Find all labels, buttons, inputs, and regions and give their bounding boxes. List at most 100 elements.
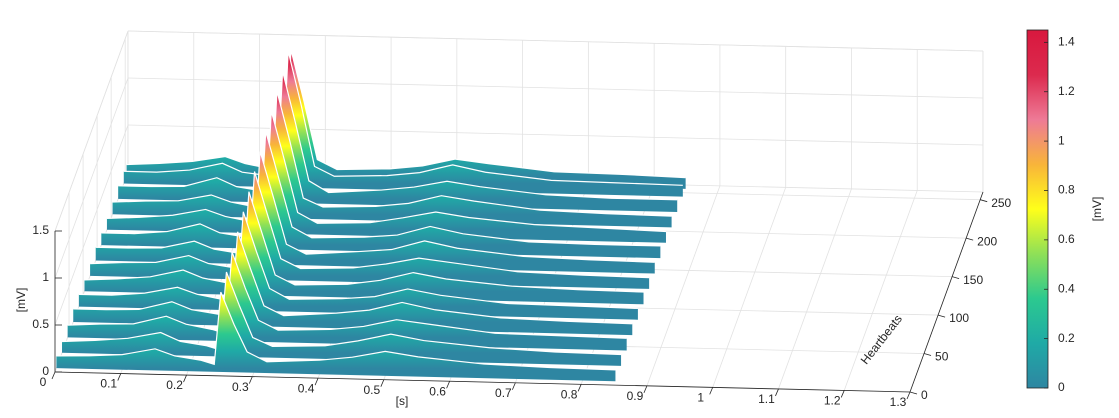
x-tick xyxy=(643,385,648,394)
heartbeat xyxy=(78,211,638,320)
heartbeat-line xyxy=(123,50,683,186)
colorbar-label: [mV] xyxy=(1090,197,1104,222)
grid-line xyxy=(54,77,129,279)
x-tick-label: 1 xyxy=(697,391,704,405)
colorbar-tick-label: 0.4 xyxy=(1058,281,1075,295)
colorbar-tick-label: 0 xyxy=(1058,380,1065,394)
x-axis-label: [s] xyxy=(396,394,409,408)
x-tick-label: 0.3 xyxy=(232,380,249,394)
x-tick xyxy=(183,374,187,383)
heartbeat-area xyxy=(112,91,672,228)
x-axis xyxy=(54,371,911,393)
x-tick xyxy=(709,387,714,395)
z-tick-label: 1 xyxy=(42,270,49,284)
x-tick-label: 0.6 xyxy=(429,384,446,398)
z-axis-label: [mV] xyxy=(14,288,28,313)
x-tick xyxy=(446,381,450,389)
heartbeat-area xyxy=(101,131,661,259)
heartbeat-area xyxy=(67,251,627,351)
heartbeat-area xyxy=(84,191,644,305)
heartbeat xyxy=(112,91,672,228)
y-tick-label: 0 xyxy=(921,388,928,402)
heartbeat-line xyxy=(106,111,667,233)
y-tick-label: 250 xyxy=(991,196,1011,210)
x-tick xyxy=(840,390,845,398)
grid-line xyxy=(127,124,984,146)
heartbeat-line xyxy=(126,49,686,179)
heartbeat xyxy=(73,231,633,336)
heartbeat-line xyxy=(73,231,633,325)
colorbar: 0 0.2 0.4 0.6 0.8 1 1.2 1.4 [mV] xyxy=(1026,29,1104,394)
heartbeat-area xyxy=(118,71,678,213)
heartbeat-area xyxy=(90,171,650,289)
x-tick-label: 0.4 xyxy=(298,381,315,395)
y-tick-label: 150 xyxy=(963,273,983,287)
x-tick xyxy=(248,376,253,384)
heartbeat xyxy=(106,111,667,243)
x-tick-label: 0.1 xyxy=(100,377,117,391)
heartbeat xyxy=(101,131,661,259)
wall-edge xyxy=(127,30,984,52)
heartbeat-line xyxy=(95,151,655,263)
heartbeat xyxy=(56,291,616,382)
z-tick-label: 1.5 xyxy=(32,223,49,237)
z-tick-label: 0.5 xyxy=(32,317,49,331)
x-tick xyxy=(51,371,56,380)
x-tick-label: 0.9 xyxy=(627,389,644,403)
x-tick xyxy=(906,391,911,400)
y-tick-label: 200 xyxy=(977,234,997,248)
x-tick-label: 0.7 xyxy=(495,386,512,400)
heartbeat-line xyxy=(112,91,672,217)
heartbeat-line xyxy=(78,211,638,310)
grid-line xyxy=(127,77,984,99)
grid-line xyxy=(712,187,787,388)
heartbeat-line xyxy=(101,131,661,247)
heartbeat-line xyxy=(67,251,627,339)
heartbeat xyxy=(67,251,627,351)
x-tick xyxy=(117,373,122,381)
heartbeat-line xyxy=(118,71,678,201)
y-tick xyxy=(966,237,974,241)
heartbeat-area xyxy=(73,231,633,336)
y-tick-label: 100 xyxy=(949,311,969,325)
x-tick-label: 0 xyxy=(40,375,47,389)
colorbar-scale xyxy=(1026,29,1049,389)
x-tick-label: 0.8 xyxy=(561,387,578,401)
colorbar-tick-label: 0.8 xyxy=(1058,183,1075,197)
colorbar-tick-label: 1 xyxy=(1058,133,1065,147)
heartbeat-area xyxy=(56,292,616,382)
x-tick xyxy=(775,388,779,397)
y-tick xyxy=(937,314,946,318)
x-tick xyxy=(512,382,516,390)
plot-area xyxy=(56,49,686,382)
heartbeat xyxy=(118,71,678,213)
x-tick xyxy=(380,379,385,387)
heartbeat-line xyxy=(84,191,644,293)
x-tick-label: 0.2 xyxy=(166,378,183,392)
heartbeat xyxy=(95,151,655,274)
y-tick-label: 50 xyxy=(935,350,949,364)
y-tick xyxy=(923,353,932,356)
heartbeat-line xyxy=(56,291,616,371)
heartbeat-area xyxy=(95,151,655,274)
grid-line xyxy=(646,185,721,386)
y-tick xyxy=(980,199,988,203)
y-axis xyxy=(909,191,984,393)
heartbeat xyxy=(123,50,683,197)
colorbar-tick-label: 1.4 xyxy=(1058,35,1075,49)
z-tick-label: 0 xyxy=(42,364,49,378)
x-tick xyxy=(314,377,319,386)
x-tick-label: 1.1 xyxy=(758,392,775,406)
wall-edge xyxy=(54,30,129,232)
x-tick-label: 1.3 xyxy=(890,395,907,409)
colorbar-tick-label: 1.2 xyxy=(1058,84,1075,98)
heartbeat-area xyxy=(106,111,666,243)
x-tick xyxy=(577,384,582,392)
y-tick xyxy=(909,391,918,395)
colorbar-tick-label: 0.6 xyxy=(1058,232,1075,246)
x-tick-label: 1.2 xyxy=(824,394,841,408)
grid-line xyxy=(843,190,918,391)
heartbeat xyxy=(61,271,622,366)
heartbeat-area xyxy=(123,51,683,197)
